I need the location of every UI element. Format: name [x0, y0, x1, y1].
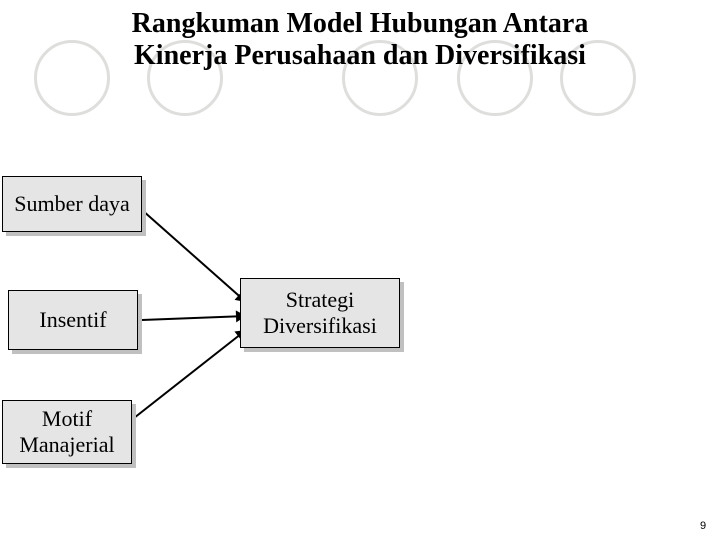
box-insentif: Insentif [8, 290, 142, 354]
box-insentif-label: Insentif [8, 290, 138, 350]
page-title: Rangkuman Model Hubungan Antara Kinerja … [60, 8, 660, 72]
box-strategi-diversifikasi: Strategi Diversifikasi [240, 278, 404, 352]
box-strategi-diversifikasi-label: Strategi Diversifikasi [240, 278, 400, 348]
arrow-1-line [142, 315, 240, 321]
title-line-2: Kinerja Perusahaan dan Diversifikasi [60, 40, 660, 72]
box-motif-manajerial-label: Motif Manajerial [2, 400, 132, 464]
box-sumber-daya: Sumber daya [2, 176, 146, 236]
page-number: 9 [700, 520, 706, 532]
arrow-0-line [141, 209, 242, 299]
arrow-2-line [133, 333, 242, 419]
box-motif-manajerial: Motif Manajerial [2, 400, 136, 468]
title-line-1: Rangkuman Model Hubungan Antara [60, 8, 660, 40]
box-sumber-daya-label: Sumber daya [2, 176, 142, 232]
